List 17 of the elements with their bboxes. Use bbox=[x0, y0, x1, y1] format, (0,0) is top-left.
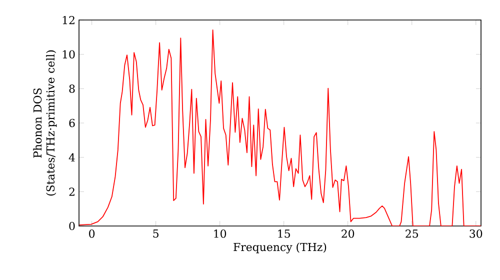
x-tick-label: 5 bbox=[153, 230, 158, 238]
y-tick-label: 6 bbox=[69, 118, 75, 128]
y-tick-label: 10 bbox=[62, 50, 75, 58]
x-tick-label: 30 bbox=[470, 230, 482, 238]
y-tick-label: 8 bbox=[69, 84, 75, 93]
y-tick-label: 4 bbox=[68, 153, 75, 162]
x-tick-label: 25 bbox=[406, 230, 418, 238]
x-tick-label: 0 bbox=[89, 230, 95, 238]
x-tick-label: 20 bbox=[342, 230, 354, 238]
x-axis-title: Frequency (THz) bbox=[234, 242, 326, 254]
x-tick-label: 15 bbox=[278, 230, 290, 238]
y-tick-label: 2 bbox=[69, 188, 74, 196]
y-axis-title: Phonon DOS (States/THz·primitive cell) bbox=[33, 50, 57, 196]
y-tick-label: 12 bbox=[62, 16, 74, 24]
y-tick-label: 0 bbox=[69, 222, 75, 230]
x-tick-label: 10 bbox=[214, 230, 226, 238]
line-series bbox=[79, 30, 482, 226]
